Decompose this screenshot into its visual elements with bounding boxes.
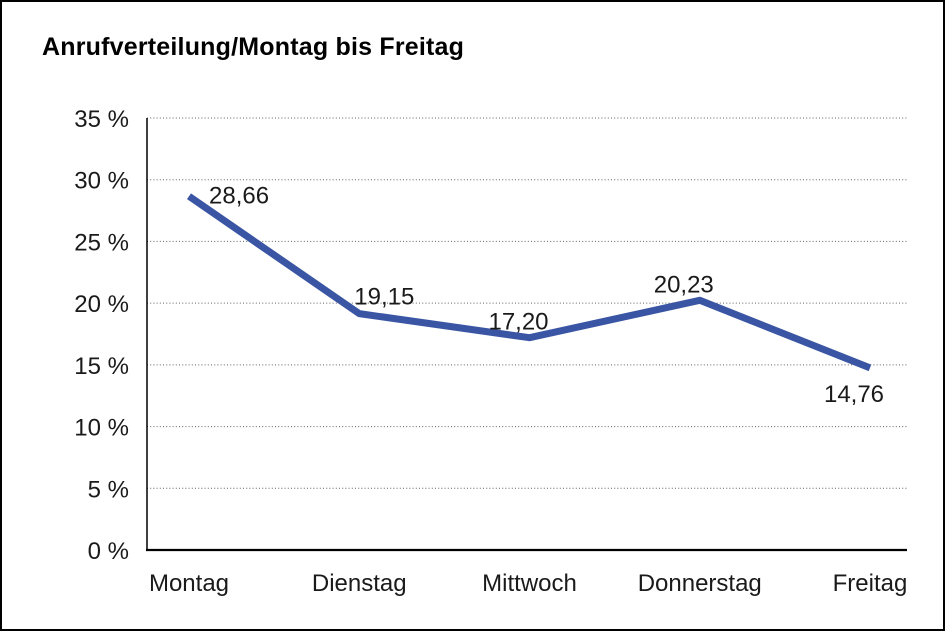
data-point-label: 17,20	[488, 309, 548, 336]
data-point-label: 14,76	[824, 381, 884, 408]
x-category-label: Donnerstag	[638, 570, 762, 597]
y-tick-label: 35 %	[74, 106, 129, 133]
y-tick-label: 0 %	[88, 538, 129, 565]
x-category-label: Montag	[149, 570, 229, 597]
data-point-label: 20,23	[654, 271, 714, 298]
y-tick-label: 5 %	[88, 476, 129, 503]
data-point-label: 28,66	[209, 182, 269, 209]
data-line	[187, 193, 872, 372]
data-point-label: 19,15	[354, 284, 414, 311]
y-tick-label: 10 %	[74, 415, 129, 442]
y-tick-label: 30 %	[74, 168, 129, 195]
y-tick-label: 20 %	[74, 291, 129, 318]
x-category-label: Mittwoch	[482, 570, 577, 597]
y-tick-label: 25 %	[74, 229, 129, 256]
x-category-label: Freitag	[833, 570, 908, 597]
y-tick-label: 15 %	[74, 353, 129, 380]
x-category-label: Dienstag	[312, 570, 407, 597]
chart-title: Anrufverteilung/Montag bis Freitag	[42, 33, 465, 61]
